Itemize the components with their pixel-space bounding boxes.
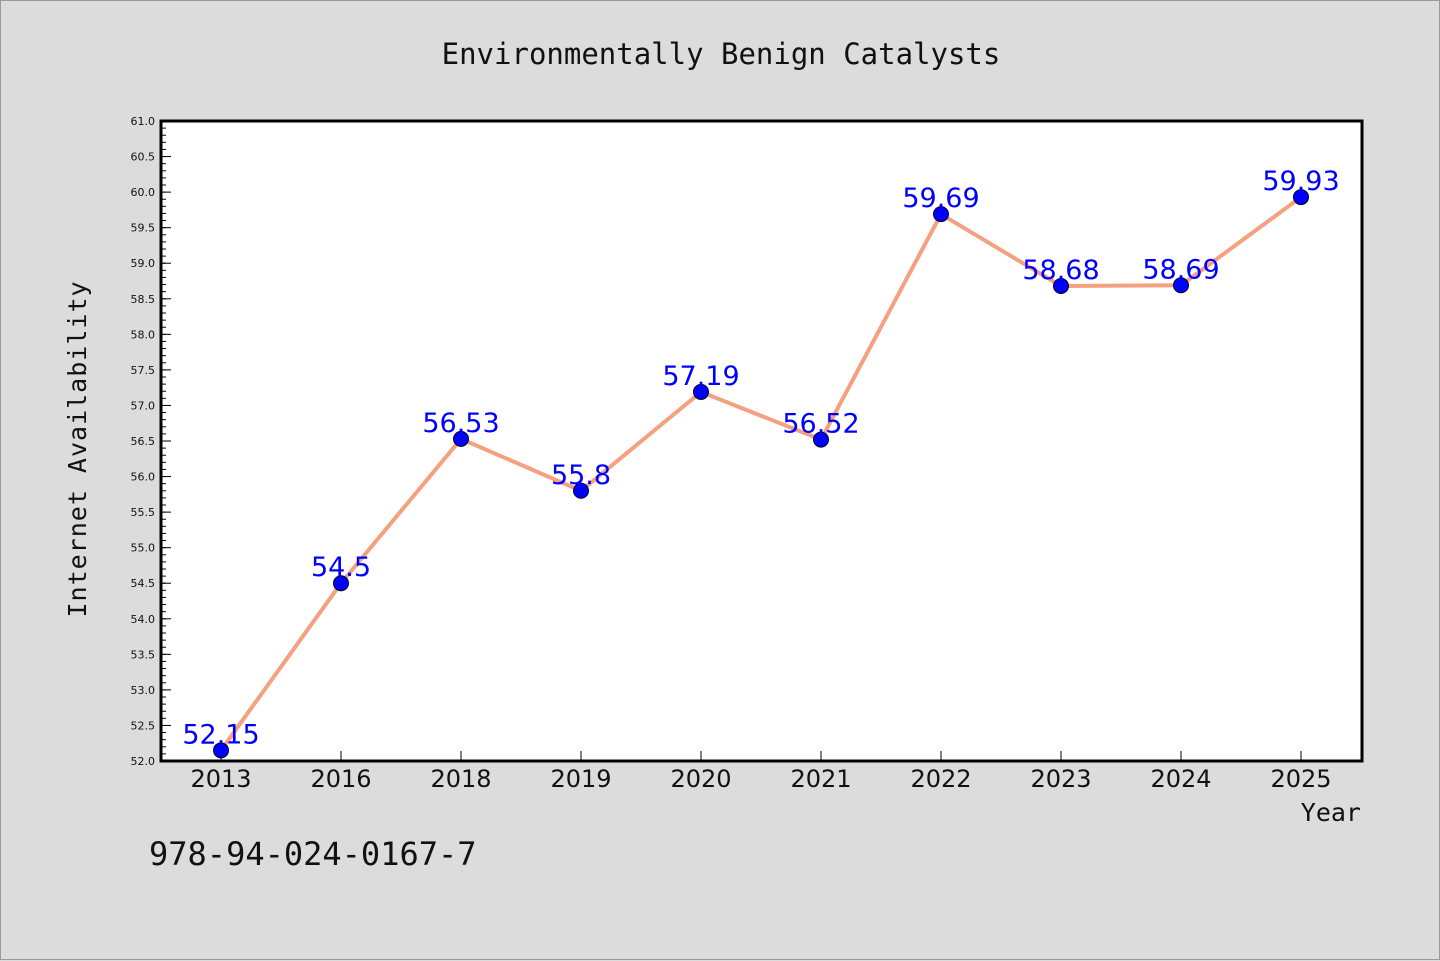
data-label: 54.5 [311, 552, 371, 583]
data-point [813, 431, 829, 448]
y-tick-label: 57.5 [131, 364, 156, 377]
data-point [1293, 189, 1309, 206]
x-tick-label: 2018 [430, 765, 491, 793]
y-tick-label: 54.0 [131, 613, 156, 626]
y-tick-label: 56.5 [131, 435, 156, 448]
data-label: 59.69 [902, 183, 979, 214]
y-tick-label: 58.5 [131, 293, 156, 306]
y-axis-label: Internet Availability [63, 280, 92, 617]
y-tick-label: 53.5 [131, 648, 156, 661]
data-point [693, 383, 709, 400]
isbn-code: 978-94-024-0167-7 [149, 835, 477, 873]
data-label: 58.68 [1022, 255, 1099, 286]
data-label: 59.93 [1262, 166, 1339, 197]
y-tick-label: 53.0 [131, 684, 156, 697]
data-label: 57.19 [662, 361, 739, 392]
x-tick-label: 2019 [550, 765, 611, 793]
y-tick-label: 59.0 [131, 257, 156, 270]
x-tick-label: 2023 [1030, 765, 1091, 793]
data-point [213, 742, 229, 759]
plot-area [159, 119, 1364, 763]
x-tick-label: 2022 [910, 765, 971, 793]
x-tick-label: 2013 [190, 765, 251, 793]
data-label: 56.53 [422, 408, 499, 439]
y-tick-label: 57.0 [131, 399, 156, 412]
y-tick-label: 56.0 [131, 471, 156, 484]
x-tick-label: 2021 [790, 765, 851, 793]
y-tick-label: 58.0 [131, 328, 156, 341]
y-axis: 52.0 52.5 53.0 53.5 54.0 54.5 55.0 55.5 56.0 56.5… [131, 115, 171, 768]
y-tick-label: 60.5 [131, 151, 156, 164]
data-label: 58.69 [1142, 254, 1219, 285]
series-markers [213, 189, 1309, 759]
x-tick-label: 2025 [1270, 765, 1331, 793]
y-tick-label: 59.5 [131, 222, 156, 235]
x-tick-label: 2016 [310, 765, 371, 793]
data-label: 52.15 [182, 719, 259, 750]
data-label: 55.8 [551, 460, 611, 491]
x-tick-label: 2024 [1150, 765, 1211, 793]
y-tick-label: 52.5 [131, 719, 156, 732]
data-labels: 52.15 54.5 56.53 55.8 57.19 56.52 59.69 58.68 58… [182, 166, 1339, 750]
y-tick-label: 55.0 [131, 542, 156, 555]
x-axis: 2013 2016 2018 2019 2020 2021 2022 2023 2024 2025 [190, 751, 1332, 793]
data-point [1053, 277, 1069, 294]
chart-title: Environmentally Benign Catalysts [442, 37, 1001, 71]
data-point [333, 575, 349, 592]
y-tick-label: 52.0 [131, 755, 156, 768]
data-point [1173, 277, 1189, 294]
y-tick-label: 55.5 [131, 506, 156, 519]
y-tick-label: 54.5 [131, 577, 156, 590]
data-point [573, 482, 589, 499]
x-axis-label: Year [1301, 798, 1361, 827]
data-point [453, 430, 469, 447]
data-label: 56.52 [782, 409, 859, 440]
data-point [933, 206, 949, 223]
y-tick-label: 61.0 [131, 115, 156, 128]
series-line [219, 195, 1303, 752]
y-tick-label: 60.0 [131, 186, 156, 199]
x-tick-label: 2020 [670, 765, 731, 793]
